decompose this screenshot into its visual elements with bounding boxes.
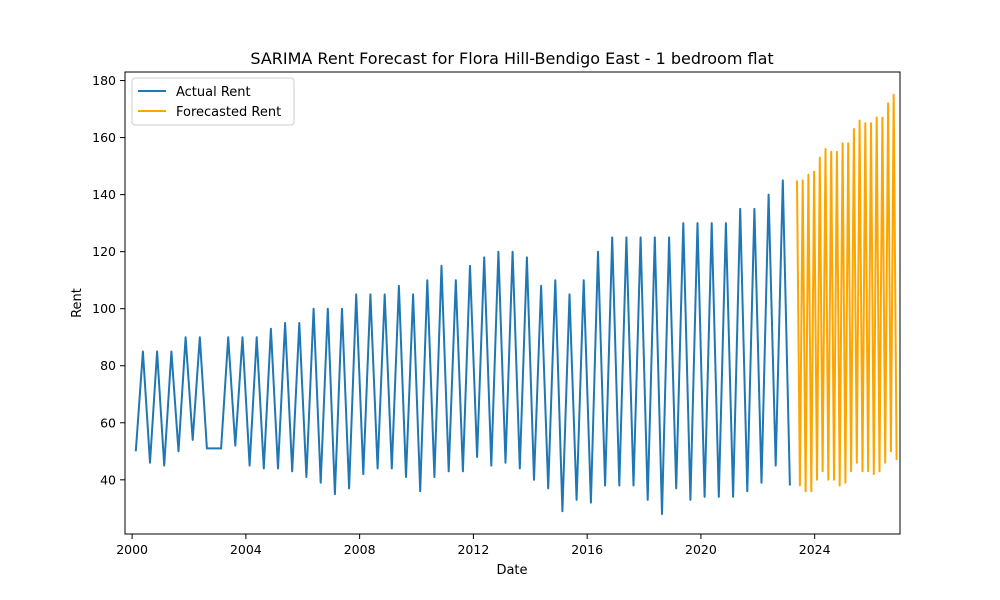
x-tick-label: 2004 [230,542,262,557]
y-tick-label: 100 [92,301,116,316]
y-tick-label: 180 [92,73,116,88]
x-tick-label: 2020 [685,542,717,557]
x-tick-label: 2012 [457,542,489,557]
y-tick-label: 60 [100,415,116,430]
series-line-forecasted-rent [796,93,898,493]
x-tick-label: 2008 [344,542,376,557]
legend: Actual Rent Forecasted Rent [131,77,295,126]
y-tick-label: 140 [92,187,116,202]
x-axis-ticks: 2000 2004 2008 2012 2016 2020 2024 [116,534,831,557]
series-layer [134,93,898,515]
plot-frame [124,71,901,535]
x-tick-label: 2000 [116,542,148,557]
y-tick-label: 120 [92,244,116,259]
y-tick-label: 160 [92,130,116,145]
x-tick-label: 2016 [571,542,603,557]
series-line-actual-rent [134,179,791,515]
plot-area [125,72,900,534]
legend-box [131,77,295,126]
chart-title: SARIMA Rent Forecast for Flora Hill-Bend… [250,49,773,68]
x-tick-label: 2024 [799,542,831,557]
y-axis-title: Rent [70,288,85,318]
legend-label-actual: Actual Rent [176,85,251,100]
y-axis-ticks: 40 60 80 100 120 140 160 180 [92,73,125,487]
legend-label-forecast: Forecasted Rent [176,105,281,120]
y-tick-label: 80 [100,358,116,373]
y-tick-label: 40 [100,472,116,487]
x-axis-title: Date [496,563,527,578]
